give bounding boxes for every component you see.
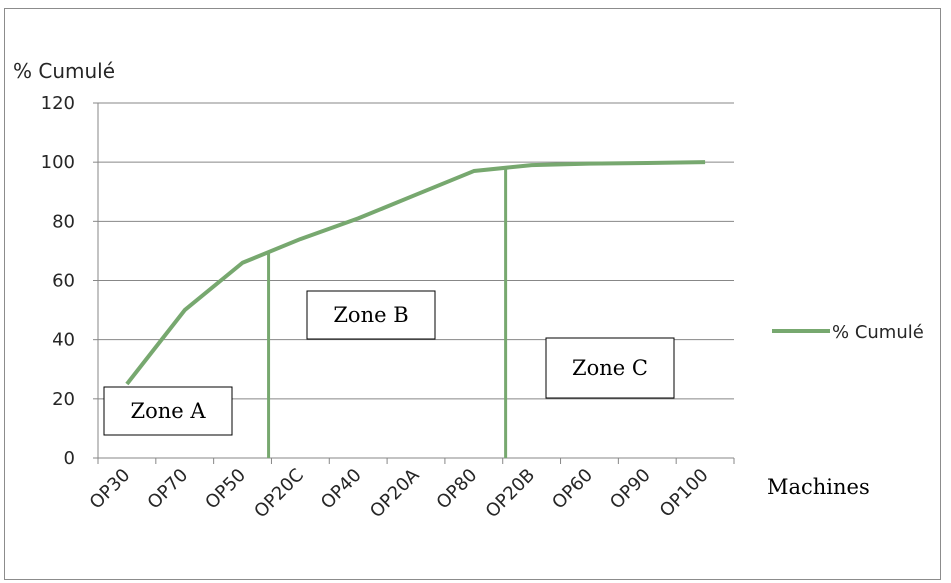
axes <box>97 103 734 459</box>
annotation-label: Zone B <box>333 303 408 327</box>
x-axis-label: Machines <box>767 475 870 499</box>
series-lines <box>125 160 706 386</box>
zone-annotation: Zone A <box>103 386 233 436</box>
y-tick-label: 20 <box>52 389 75 410</box>
chart-frame <box>4 8 941 580</box>
x-tick-label: OP60 <box>548 465 597 514</box>
legend-label: % Cumulé <box>832 322 924 343</box>
series-line <box>125 160 706 386</box>
zone-annotation: Zone C <box>545 337 675 399</box>
x-tick-label: OP80 <box>433 465 482 514</box>
y-tick-label: 40 <box>52 330 75 351</box>
annotation-box <box>545 337 675 399</box>
y-tick-label: 100 <box>41 152 75 173</box>
y-tick-label: 80 <box>52 211 75 232</box>
zone-dividers <box>267 167 508 458</box>
zone-annotations: Zone A Zone B Zone C <box>103 290 675 436</box>
annotation-box <box>306 290 436 340</box>
x-tick-label: OP100 <box>656 465 713 522</box>
y-tick-label: 60 <box>52 271 75 292</box>
annotation-label: Zone A <box>130 399 206 423</box>
legend: % Cumulé <box>772 322 924 343</box>
x-tick-label: OP50 <box>201 465 250 514</box>
y-axis-label: % Cumulé <box>13 59 115 83</box>
y-tick-label: 120 <box>41 93 75 114</box>
x-tick-label: OP20C <box>250 465 308 523</box>
y-tick-labels: 0 20 40 60 80 100 120 <box>41 93 75 469</box>
x-tick-label: OP20A <box>366 464 424 522</box>
annotation-box <box>103 386 233 436</box>
annotation-label: Zone C <box>572 356 648 380</box>
x-tick-label: OP30 <box>86 465 135 514</box>
x-tick-label: OP70 <box>144 465 193 514</box>
x-tick-label: OP20B <box>482 465 539 522</box>
x-tick-labels: OP30 OP70 OP50 OP20C OP40 OP20A OP80 OP20B OP60 O… <box>86 458 735 523</box>
x-tick-label: OP40 <box>317 465 366 514</box>
y-tick-label: 0 <box>64 448 75 469</box>
zone-annotation: Zone B <box>306 290 436 340</box>
x-tick-label: OP90 <box>606 465 655 514</box>
